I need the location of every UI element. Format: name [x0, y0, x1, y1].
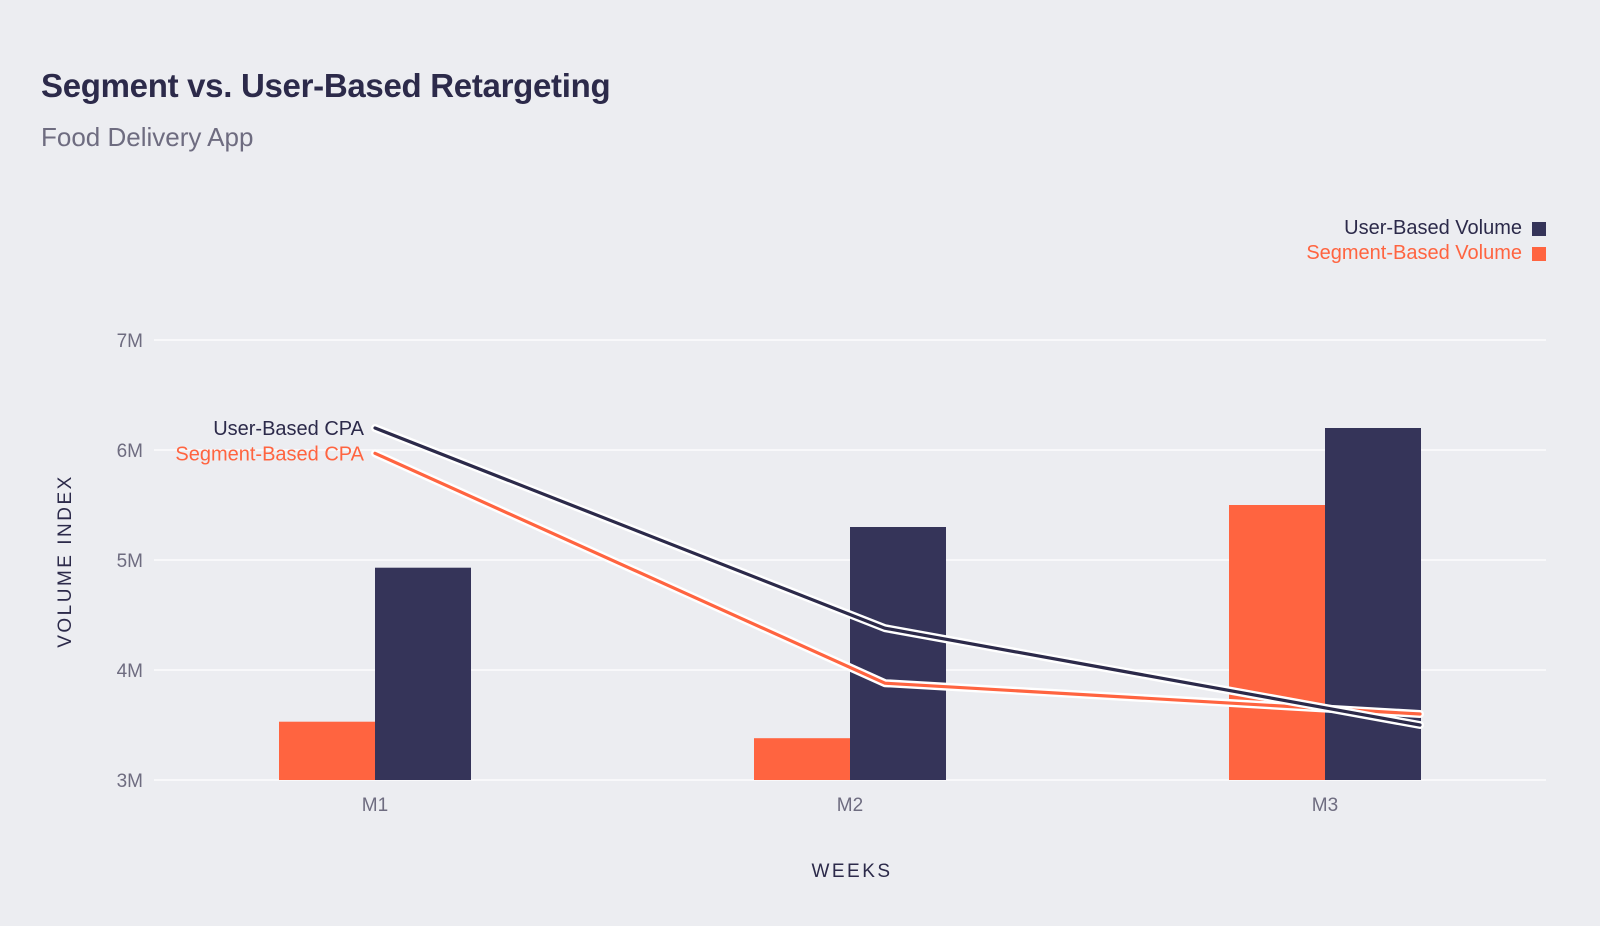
line-label-user-based-cpa: User-Based CPA	[213, 418, 364, 440]
cpa-lines	[371, 424, 1424, 729]
legend-swatch-segment-volume	[1532, 246, 1546, 261]
line-user-based-cpa	[373, 426, 1422, 727]
x-tick-label-M2: M2	[837, 795, 863, 816]
line-label-segment-based-cpa: Segment-Based CPA	[175, 443, 364, 465]
x-tick-label-M3: M3	[1312, 795, 1338, 816]
y-tick-label-3M: 3M	[117, 771, 143, 792]
y-tick-label-7M: 7M	[117, 331, 143, 352]
bar-user-volume-M1	[375, 567, 471, 780]
y-tick-label-5M: 5M	[117, 551, 143, 572]
x-axis-title: WEEKS	[811, 861, 892, 882]
chart-subtitle: Food Delivery App	[41, 122, 254, 152]
chart-legend: User-Based Volume Segment-Based Volume	[1306, 216, 1546, 266]
legend-item-user-volume: User-Based Volume	[1306, 216, 1546, 241]
legend-swatch-user-volume	[1532, 221, 1546, 236]
bar-user-volume-M2	[850, 527, 946, 780]
y-axis-title: VOLUME INDEX	[55, 474, 76, 648]
y-tick-label-4M: 4M	[117, 661, 143, 682]
axis-labels: VOLUME INDEX WEEKS 3M 4M 5M 6M 7M M1 M2 M3 User-…	[55, 331, 1338, 882]
bar-segment-volume-M1	[279, 721, 375, 780]
bar-segment-volume-M2	[754, 738, 850, 780]
y-tick-label-6M: 6M	[117, 441, 143, 462]
legend-item-segment-volume: Segment-Based Volume	[1306, 241, 1546, 266]
x-tick-label-M1: M1	[362, 795, 388, 816]
bar-segment-volume-M3	[1229, 505, 1325, 780]
bar-user-volume-M3	[1325, 428, 1421, 780]
chart-title: Segment vs. User-Based Retargeting	[41, 67, 611, 104]
legend-label-segment-volume: Segment-Based Volume	[1306, 242, 1522, 264]
line-segment-based-cpa	[373, 451, 1422, 716]
bars	[279, 428, 1421, 780]
legend-label-user-volume: User-Based Volume	[1344, 217, 1522, 239]
